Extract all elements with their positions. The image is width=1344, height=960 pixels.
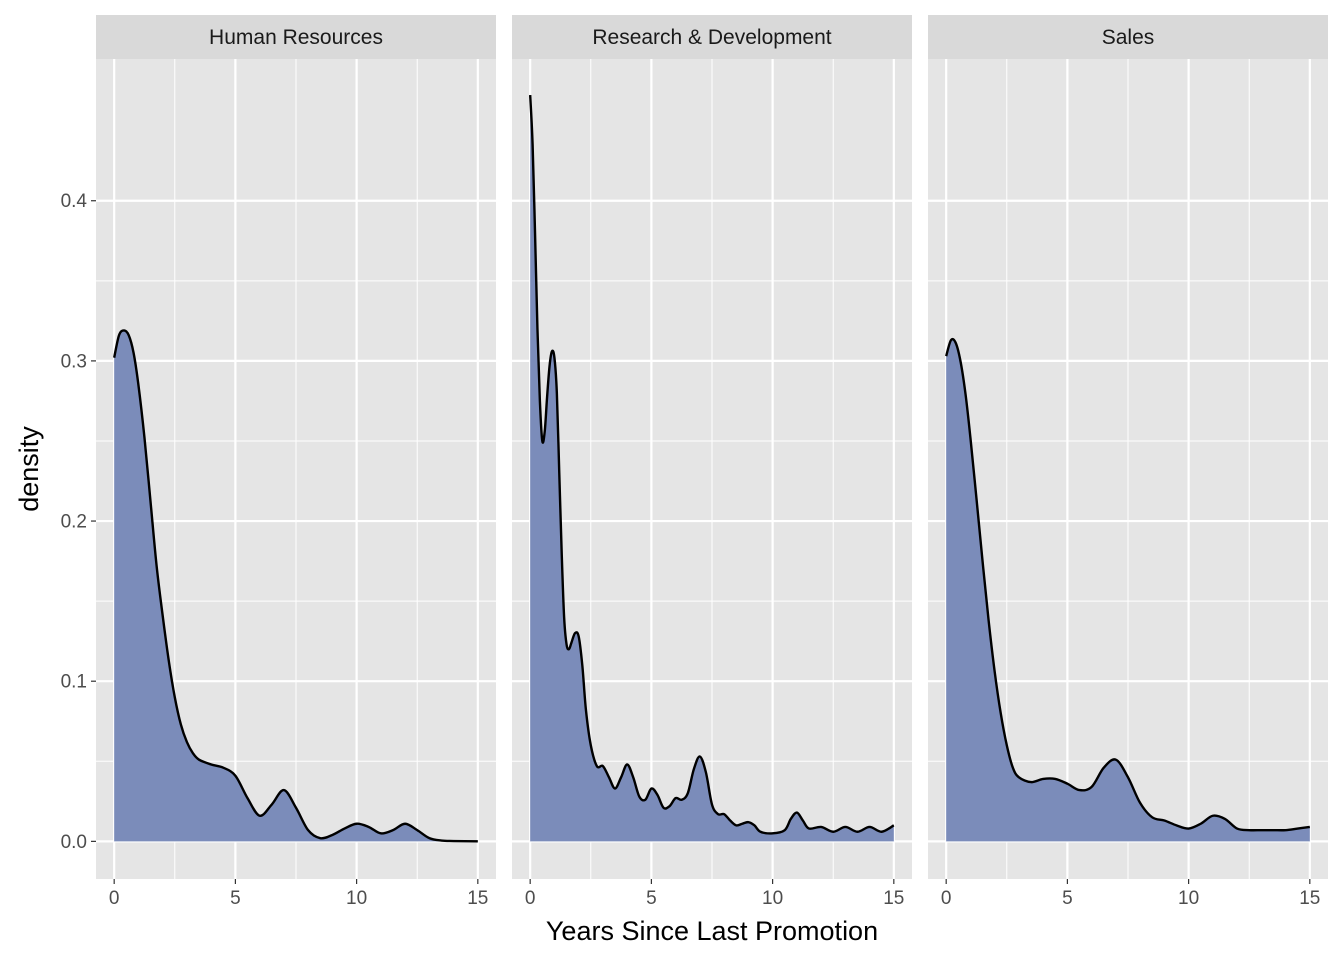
density-area (946, 339, 1310, 842)
density-line (528, 94, 895, 835)
facet-sales: Sales 0 5 10 15 (928, 15, 1328, 909)
y-tick-label: 0.3 (61, 351, 87, 372)
x-tick-label: 10 (1178, 888, 1199, 909)
x-tick-label: 15 (1299, 888, 1320, 909)
x-axis: 0 5 10 15 (941, 879, 1320, 909)
density-area (114, 330, 478, 842)
x-tick-label: 5 (1062, 888, 1073, 909)
x-tick-label: 10 (762, 888, 783, 909)
density-line (113, 329, 478, 843)
y-axis-title: density (14, 426, 44, 512)
x-tick-label: 0 (525, 888, 536, 909)
density-line (945, 337, 1310, 832)
facet-strip-label: Human Resources (209, 26, 383, 49)
density-area (530, 95, 894, 842)
gridlines (96, 59, 496, 879)
facet-human-resources: Human Resources 0 5 10 15 (96, 15, 496, 909)
facet-strip (928, 15, 1328, 59)
x-tick-label: 0 (109, 888, 120, 909)
facet-research-and-development: Research & Development 0 5 10 15 (512, 15, 912, 909)
y-axis: 0.0 0.1 0.2 0.3 0.4 (61, 191, 96, 853)
x-tick-label: 5 (646, 888, 657, 909)
x-axis: 0 5 10 15 (109, 879, 488, 909)
x-tick-label: 5 (230, 888, 241, 909)
y-tick-label: 0.0 (61, 832, 87, 853)
x-tick-label: 15 (883, 888, 904, 909)
x-axis: 0 5 10 15 (525, 879, 904, 909)
x-tick-label: 0 (941, 888, 952, 909)
x-tick-label: 10 (346, 888, 367, 909)
facet-strip-label: Research & Development (592, 26, 831, 49)
facet-strip (512, 15, 912, 59)
x-tick-label: 15 (467, 888, 488, 909)
x-axis-title: Years Since Last Promotion (546, 916, 878, 946)
y-tick-label: 0.4 (61, 191, 88, 212)
facet-strip (96, 15, 496, 59)
facet-strip-label: Sales (1102, 26, 1155, 49)
y-tick-label: 0.2 (61, 512, 87, 533)
y-tick-label: 0.1 (61, 672, 87, 693)
